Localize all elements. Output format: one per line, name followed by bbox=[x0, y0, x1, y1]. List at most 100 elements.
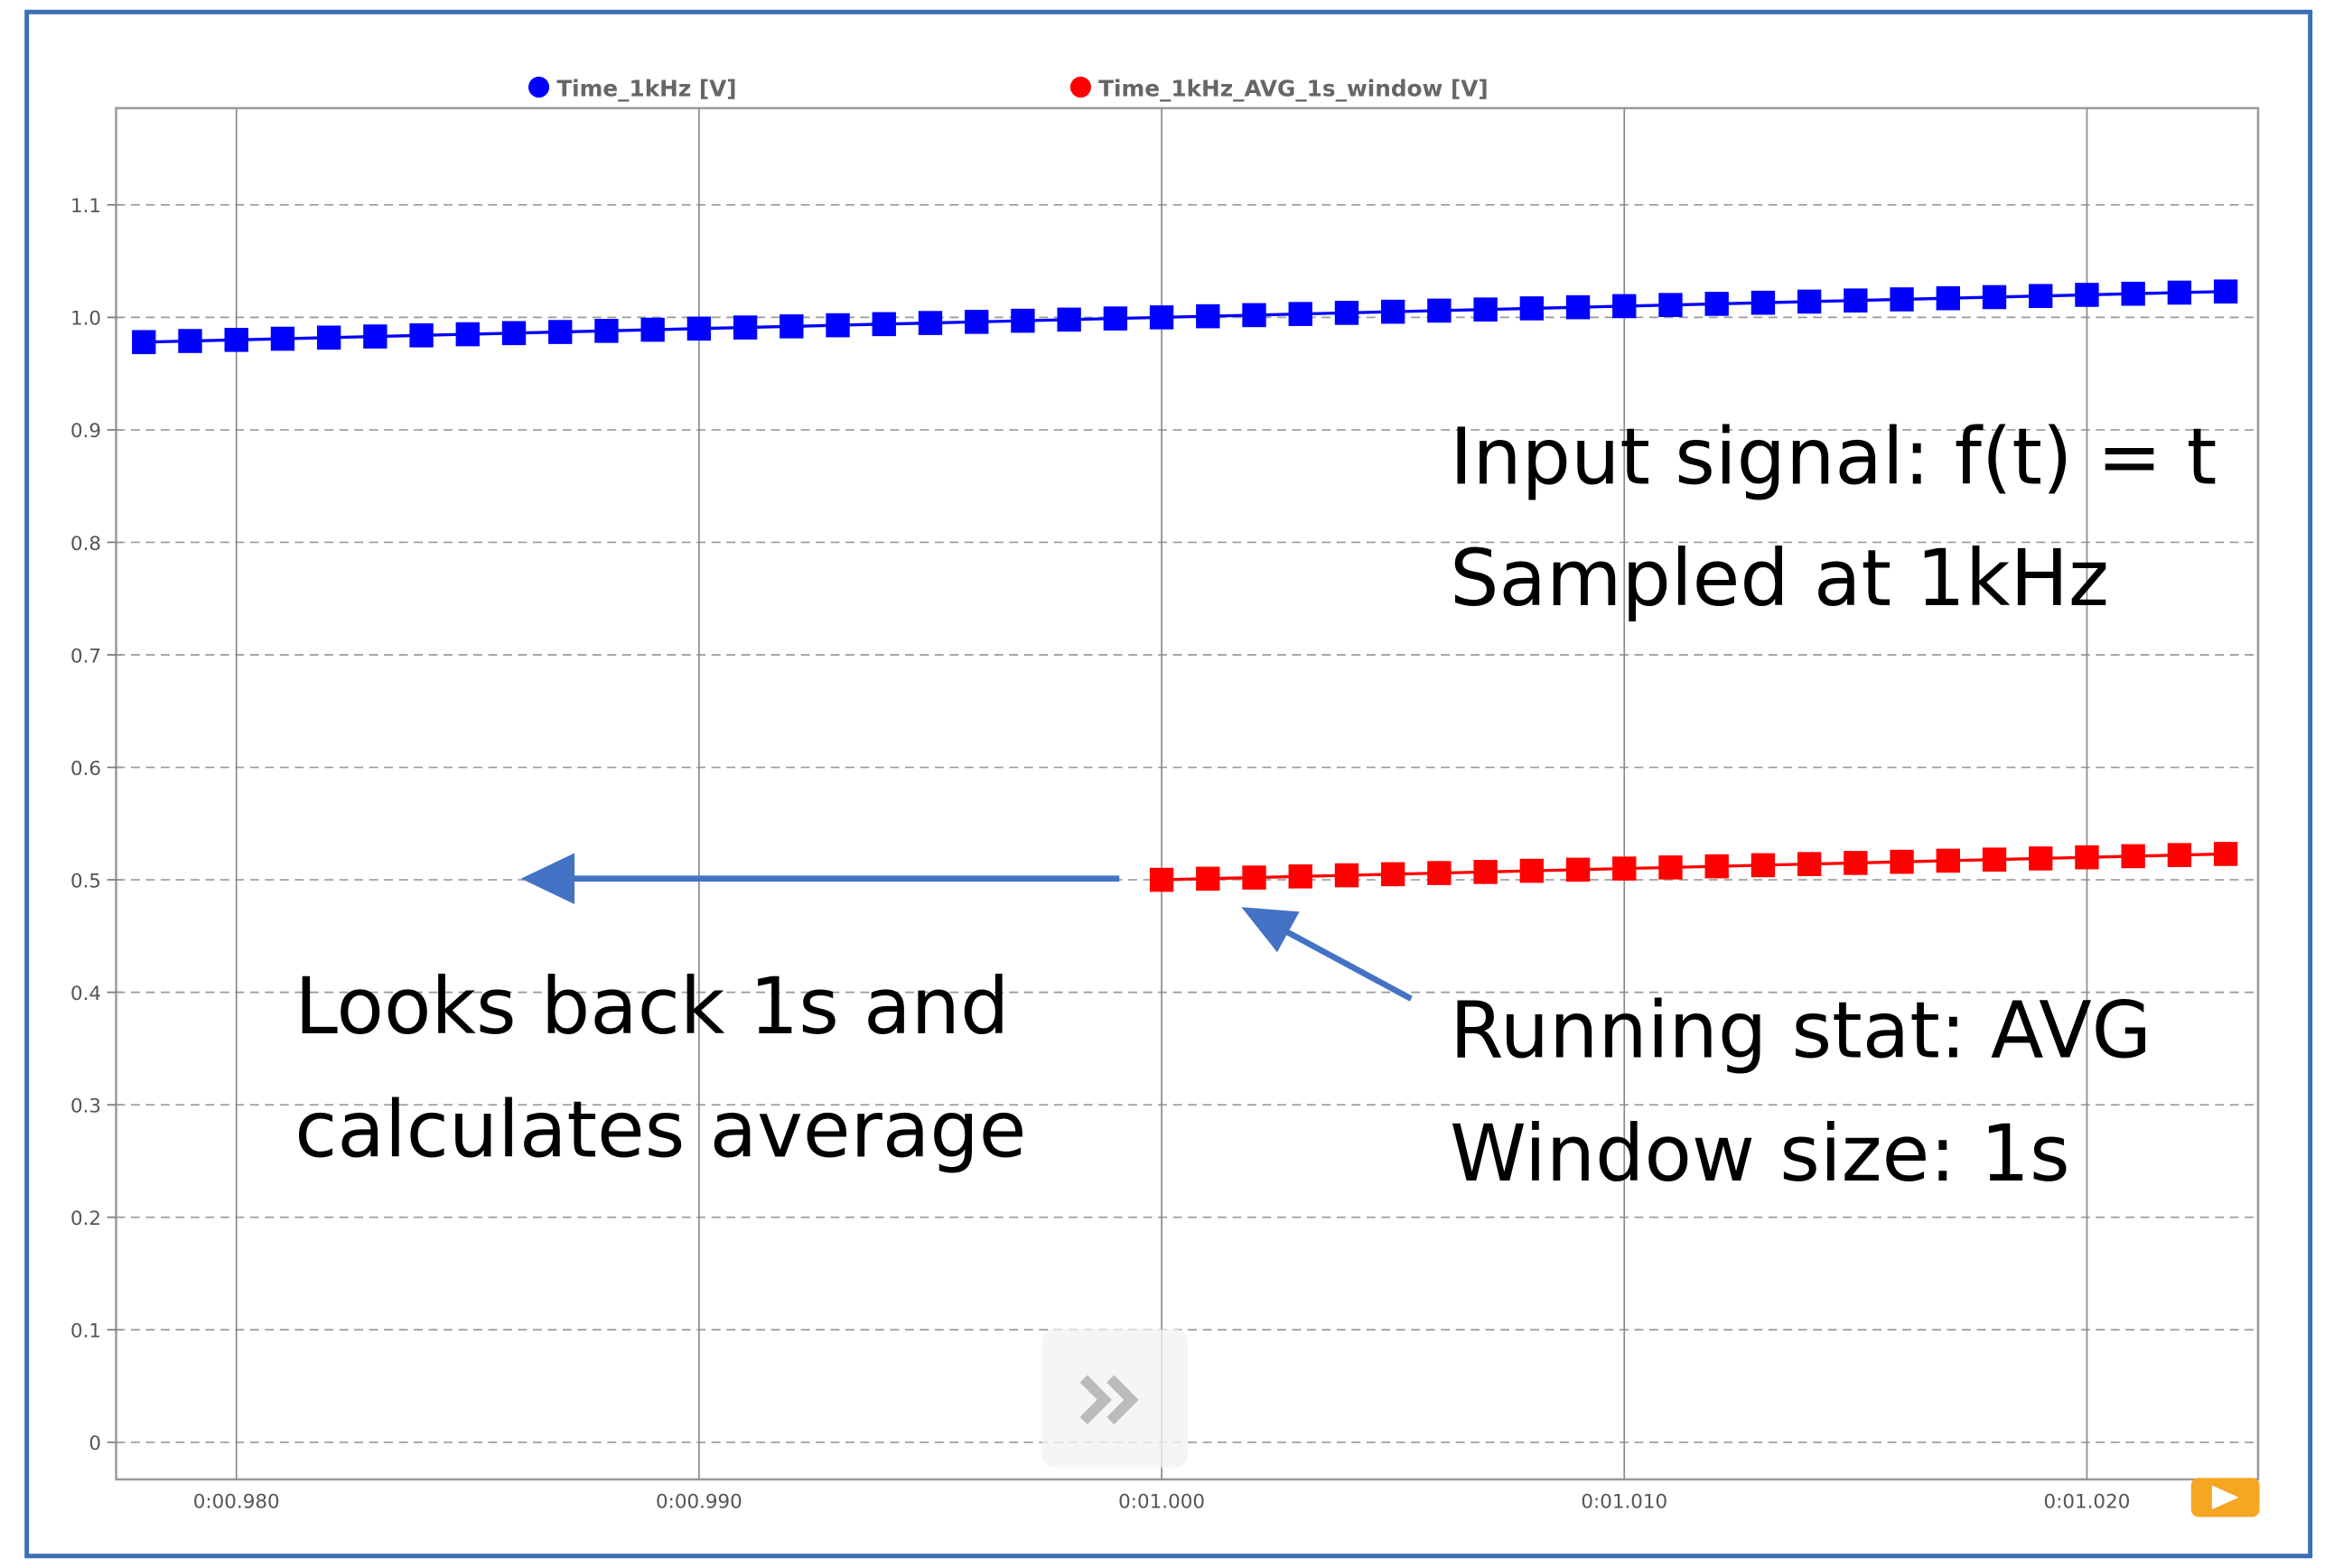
data-point bbox=[1380, 299, 1405, 324]
data-point bbox=[918, 311, 943, 335]
annotation: calculates average bbox=[294, 1085, 1026, 1175]
data-point bbox=[780, 314, 804, 339]
data-point bbox=[1658, 293, 1683, 317]
legend-marker bbox=[528, 76, 550, 98]
frame bbox=[24, 9, 2313, 1559]
data-point bbox=[1196, 303, 1220, 329]
annotation: Window size: 1s bbox=[1450, 1109, 2070, 1199]
data-point bbox=[1844, 288, 1868, 313]
legend-marker bbox=[1069, 76, 1091, 98]
play-button[interactable] bbox=[2190, 1478, 2260, 1517]
y-tick-label: 0.6 bbox=[70, 758, 101, 780]
data-point bbox=[1797, 289, 1822, 314]
data-point bbox=[1149, 305, 1174, 330]
data-point bbox=[270, 326, 295, 351]
data-point bbox=[2121, 281, 2145, 306]
data-point bbox=[1288, 302, 1312, 326]
data-point bbox=[686, 316, 712, 341]
data-point bbox=[409, 322, 434, 348]
data-point bbox=[1473, 297, 1498, 322]
data-point bbox=[1565, 857, 1591, 882]
data-point bbox=[1844, 851, 1868, 875]
annotation: Running stat: AVG bbox=[1450, 985, 2152, 1076]
x-tick-label: 0:00.990 bbox=[656, 1490, 742, 1513]
x-tick-label: 0:01.020 bbox=[2044, 1490, 2131, 1513]
y-tick-label: 0.3 bbox=[70, 1095, 101, 1117]
y-tick-label: 0 bbox=[89, 1433, 101, 1455]
data-point bbox=[1704, 854, 1729, 879]
annotation: Looks back 1s and bbox=[294, 962, 1009, 1052]
data-point bbox=[826, 313, 850, 338]
data-point bbox=[501, 321, 527, 346]
data-point bbox=[1612, 294, 1637, 319]
y-tick-label: 0.4 bbox=[70, 983, 101, 1005]
y-tick-label: 0.2 bbox=[70, 1208, 101, 1230]
data-point bbox=[1196, 866, 1220, 891]
data-point bbox=[2121, 844, 2145, 869]
data-point bbox=[2075, 845, 2099, 870]
data-point bbox=[1334, 863, 1359, 888]
data-point bbox=[1658, 855, 1683, 880]
data-point bbox=[1519, 296, 1545, 321]
data-point bbox=[363, 324, 387, 349]
data-point bbox=[132, 330, 156, 355]
arrow bbox=[520, 853, 1120, 905]
data-point bbox=[316, 325, 341, 350]
data-point bbox=[1473, 860, 1498, 884]
scroll-button[interactable] bbox=[1041, 1329, 1189, 1468]
data-point bbox=[178, 329, 202, 353]
data-point bbox=[2167, 843, 2192, 867]
marks: Time_1kHz [V] Time_1kHz_AVG_1s_window [V] bbox=[132, 75, 2238, 892]
data-point bbox=[872, 312, 896, 337]
data-point bbox=[1750, 290, 1776, 315]
data-point bbox=[1982, 847, 2007, 872]
y-tick-label: 0.7 bbox=[70, 645, 101, 667]
data-point bbox=[1057, 307, 1081, 332]
arrow bbox=[1241, 907, 1413, 1002]
data-point bbox=[1982, 285, 2007, 310]
x-tick-label: 0:00.980 bbox=[193, 1490, 280, 1513]
data-point bbox=[1936, 848, 1960, 873]
data-point bbox=[2167, 280, 2192, 305]
y-tick-label: 1.1 bbox=[70, 195, 101, 218]
y-tick-label: 0.5 bbox=[70, 870, 101, 892]
data-point bbox=[733, 315, 758, 340]
series-line bbox=[144, 290, 2227, 344]
grid: 0 0.1 0.2 0.3 0.4 0.5 0.6 0.7 0.8 0.9 1.0 1.1 0:00.9… bbox=[70, 107, 2258, 1514]
plot-area bbox=[115, 107, 2260, 1481]
data-point bbox=[1612, 856, 1637, 881]
x-tick-label: 0:01.000 bbox=[1118, 1490, 1205, 1513]
data-point bbox=[640, 317, 665, 342]
data-point bbox=[1149, 867, 1174, 892]
data-point bbox=[1334, 301, 1359, 325]
y-tick-label: 0.1 bbox=[70, 1320, 101, 1342]
data-point bbox=[455, 322, 480, 347]
data-point bbox=[1103, 306, 1128, 331]
data-point bbox=[1936, 285, 1960, 311]
data-point bbox=[1519, 858, 1545, 883]
data-point bbox=[1427, 298, 1452, 323]
data-point bbox=[224, 327, 248, 352]
data-point bbox=[1011, 308, 1035, 333]
legend-label: Time_1kHz_AVG_1s_window [V] bbox=[1098, 75, 1489, 101]
data-point bbox=[1890, 287, 1914, 312]
data-point bbox=[594, 319, 619, 343]
annotation: Sampled at 1kHz bbox=[1450, 534, 2109, 624]
data-point bbox=[1704, 292, 1729, 316]
data-point bbox=[1242, 303, 1266, 328]
annotation: Input signal: f(t) = t bbox=[1450, 412, 2217, 502]
data-point bbox=[1890, 849, 1914, 874]
data-point bbox=[1427, 861, 1452, 885]
data-point bbox=[2213, 842, 2238, 866]
data-point bbox=[1750, 853, 1776, 878]
data-point bbox=[1565, 294, 1591, 320]
data-point bbox=[2029, 846, 2053, 871]
y-tick-label: 1.0 bbox=[70, 308, 101, 331]
x-tick-label: 0:01.010 bbox=[1581, 1490, 1667, 1513]
data-point bbox=[1797, 852, 1822, 876]
y-tick-label: 0.8 bbox=[70, 533, 101, 555]
data-point bbox=[965, 310, 989, 334]
data-point bbox=[2213, 279, 2238, 304]
